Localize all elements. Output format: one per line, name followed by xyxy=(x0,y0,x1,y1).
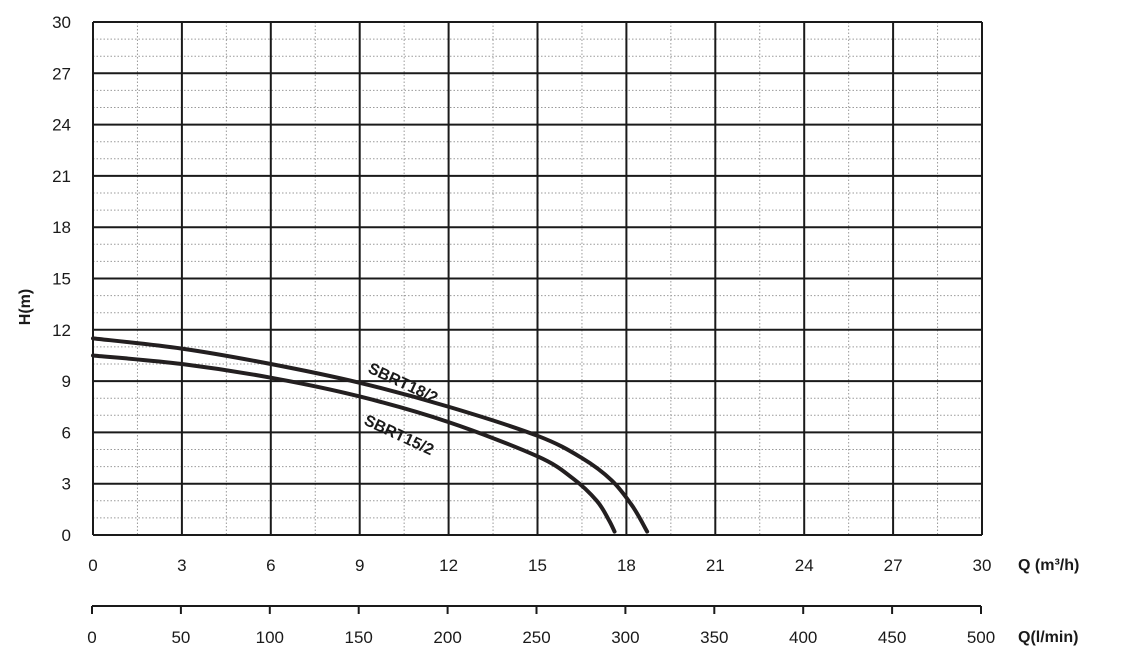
y-tick-label: 15 xyxy=(52,270,71,289)
y-tick-label: 12 xyxy=(52,321,71,340)
y-axis-title: H(m) xyxy=(17,289,34,325)
x-tick-label: 0 xyxy=(88,556,97,575)
x-tick-label: 30 xyxy=(973,556,992,575)
y-tick-label: 24 xyxy=(52,116,71,135)
x-axis-ticks: 0 3 6 9 12 15 18 21 24 27 30 xyxy=(88,556,991,575)
secondary-x-tick-label: 450 xyxy=(878,628,906,647)
secondary-x-tick-label: 350 xyxy=(700,628,728,647)
pump-curves xyxy=(91,336,650,534)
major-gridlines xyxy=(92,21,983,536)
y-tick-label: 6 xyxy=(62,423,71,442)
x-tick-label: 6 xyxy=(266,556,275,575)
secondary-x-tick-label: 0 xyxy=(87,628,96,647)
x-tick-label: 15 xyxy=(528,556,547,575)
y-tick-label: 3 xyxy=(62,475,71,494)
y-tick-label: 0 xyxy=(62,526,71,545)
x-tick-label: 27 xyxy=(884,556,903,575)
x-tick-label: 3 xyxy=(177,556,186,575)
secondary-x-tick-label: 200 xyxy=(433,628,461,647)
x-tick-label: 24 xyxy=(795,556,814,575)
y-tick-label: 30 xyxy=(52,13,71,32)
secondary-x-axis: 0 50 100 150 200 250 300 350 400 450 500 xyxy=(87,605,995,647)
series-line-sbrt15-2 xyxy=(91,353,617,534)
x-axis-title: Q (m³/h) xyxy=(1018,557,1079,574)
secondary-x-tick-label: 250 xyxy=(522,628,550,647)
y-tick-label: 21 xyxy=(52,167,71,186)
y-tick-label: 27 xyxy=(52,64,71,83)
secondary-x-tick-label: 100 xyxy=(256,628,284,647)
secondary-x-axis-title: Q(l/min) xyxy=(1018,629,1078,646)
y-tick-label: 9 xyxy=(62,372,71,391)
x-tick-label: 12 xyxy=(439,556,458,575)
secondary-x-tick-label: 50 xyxy=(171,628,190,647)
y-tick-label: 18 xyxy=(52,218,71,237)
secondary-x-tick-label: 500 xyxy=(967,628,995,647)
x-tick-label: 21 xyxy=(706,556,725,575)
series-label-sbrt15-2: SBRT15/2 xyxy=(361,412,436,459)
secondary-x-tick-label: 150 xyxy=(345,628,373,647)
x-tick-label: 9 xyxy=(355,556,364,575)
series-line-sbrt18-2 xyxy=(91,336,650,534)
secondary-x-tick-label: 400 xyxy=(789,628,817,647)
y-axis-ticks: 0 3 6 9 12 15 18 21 24 27 30 xyxy=(52,13,71,545)
x-tick-label: 18 xyxy=(617,556,636,575)
secondary-x-tick-label: 300 xyxy=(611,628,639,647)
